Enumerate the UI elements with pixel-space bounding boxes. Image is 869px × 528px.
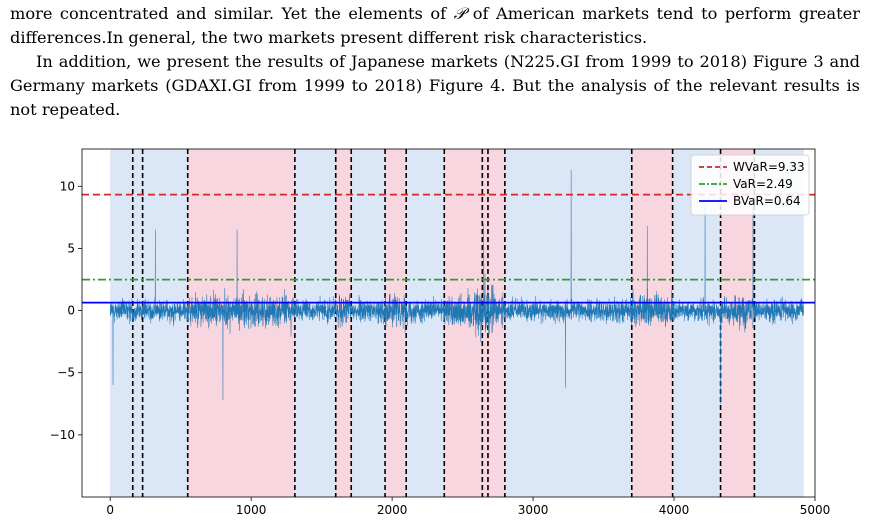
y-tick-label: −5 — [57, 366, 75, 380]
plot-frame — [81, 148, 816, 498]
set-symbol: 𝒫 — [453, 4, 466, 23]
legend: WVaR=9.33 VaR=2.49 BVaR=0.64 — [690, 154, 810, 216]
x-tick-label: 5000 — [800, 503, 831, 517]
paragraph-1: more concentrated and similar. Yet the e… — [10, 2, 860, 50]
paragraph-2: In addition, we present the results of J… — [10, 52, 860, 119]
legend-box — [690, 154, 810, 216]
x-tick-label: 3000 — [518, 503, 549, 517]
regime-band-pink — [187, 149, 295, 497]
paragraph-1-part-b: of American markets tend to perform grea… — [10, 4, 860, 47]
return-series — [109, 170, 804, 404]
legend-label: WVaR=9.33 — [733, 160, 805, 174]
x-tick-label: 4000 — [659, 503, 690, 517]
regime-band-blue — [110, 149, 133, 497]
regime-band-blue — [504, 149, 632, 497]
x-tick-label: 2000 — [377, 503, 408, 517]
y-tick-label: 5 — [67, 241, 75, 255]
regime-band-blue — [351, 149, 386, 497]
legend-label: VaR=2.49 — [733, 177, 793, 191]
paragraph-1-part-a: more concentrated and similar. Yet the e… — [10, 4, 454, 23]
return-series-line — [109, 170, 804, 404]
regime-band-blue — [294, 149, 336, 497]
legend-label: BVaR=0.64 — [733, 194, 801, 208]
regime-band-blue — [142, 149, 188, 497]
regime-shading — [110, 149, 804, 497]
regime-band-pink — [631, 149, 673, 497]
y-tick-label: 10 — [60, 179, 75, 193]
y-axis: −10 −5 0 5 10 — [50, 179, 82, 442]
x-tick-label: 0 — [106, 503, 114, 517]
y-tick-label: 0 — [67, 304, 75, 318]
regime-band-blue — [406, 149, 445, 497]
y-tick-label: −10 — [50, 428, 75, 442]
x-tick-label: 1000 — [236, 503, 267, 517]
regime-band-blue — [132, 149, 143, 497]
regime-band-pink — [385, 149, 407, 497]
regime-band-pink — [335, 149, 352, 497]
x-axis: 0 1000 2000 3000 4000 5000 — [106, 497, 830, 517]
